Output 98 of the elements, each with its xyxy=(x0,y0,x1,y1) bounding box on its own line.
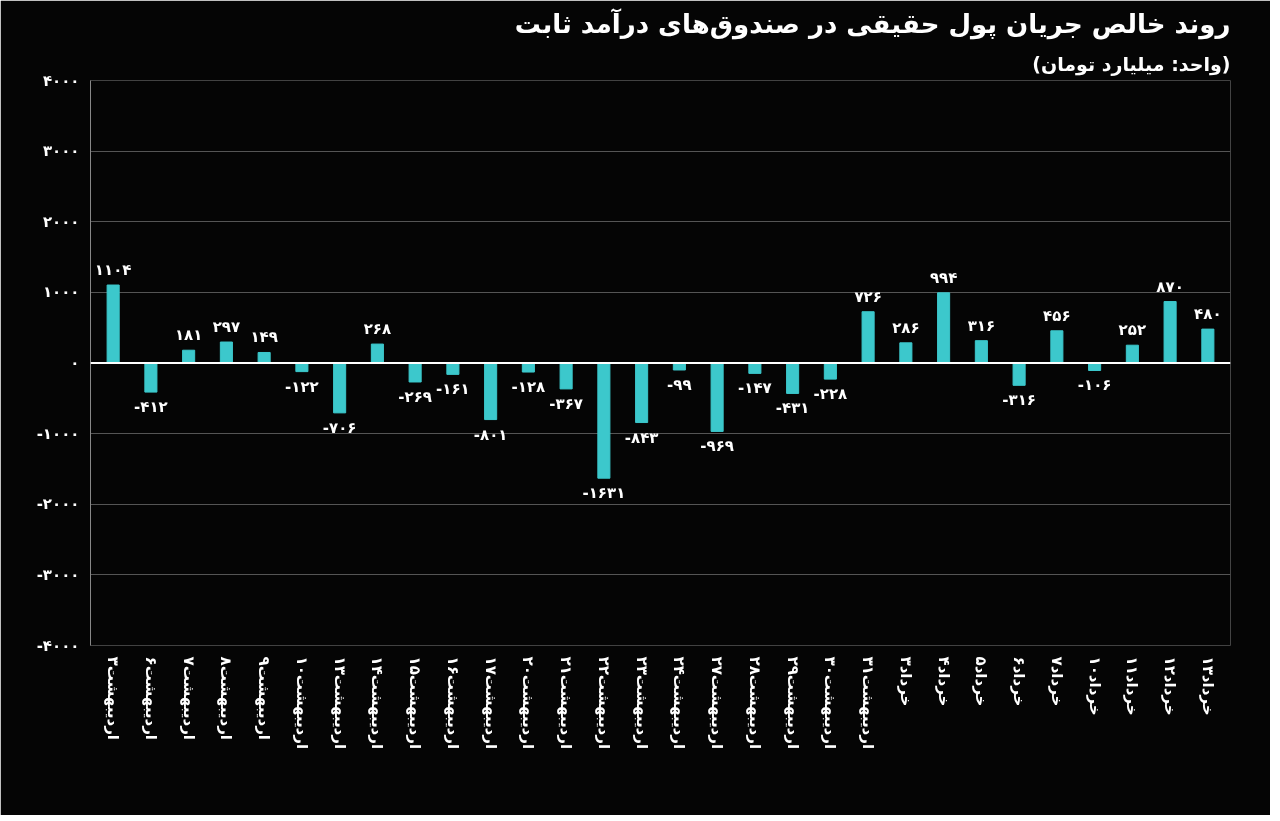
x-tick-label: اردیبهشت۲۳ xyxy=(632,656,651,750)
x-tick-label: اردیبهشت۳ xyxy=(104,656,123,740)
data-label: -۱۶۱ xyxy=(436,380,470,399)
bar xyxy=(823,362,837,380)
bar xyxy=(937,292,951,364)
bar xyxy=(257,351,271,364)
bar xyxy=(974,340,988,364)
y-tick-label: ۱۰۰۰ xyxy=(42,283,80,302)
data-label: ۸۷۰ xyxy=(1156,277,1184,296)
bar xyxy=(370,343,384,364)
data-label: -۱۰۶ xyxy=(1077,376,1112,395)
data-label: -۲۶۹ xyxy=(398,388,432,406)
x-tick-label: خرداد۱۰ xyxy=(1085,656,1104,716)
y-tick-label: ۰ xyxy=(70,354,80,372)
bar xyxy=(748,362,762,374)
bar xyxy=(484,362,498,421)
bar xyxy=(408,362,422,383)
data-label: ۳۱۶ xyxy=(967,316,996,335)
x-tick-label: خرداد۳ xyxy=(896,656,915,707)
bar xyxy=(559,362,573,390)
data-label: -۳۱۶ xyxy=(1002,391,1036,410)
bar xyxy=(333,362,347,414)
x-tick-label: اردیبهشت۱۳ xyxy=(330,656,349,750)
x-tick-label: اردیبهشت۲۲ xyxy=(594,656,613,750)
bar xyxy=(786,362,800,394)
data-label: ۲۹۷ xyxy=(212,318,241,337)
data-label: -۱۴۷ xyxy=(738,379,772,398)
x-tick-label: خرداد۵ xyxy=(972,656,991,707)
x-tick-label: خرداد۶ xyxy=(1010,656,1029,707)
data-label: ۱۴۹ xyxy=(250,328,278,347)
data-label: -۹۶۹ xyxy=(700,437,734,456)
y-tick-label: ۲۰۰۰ xyxy=(42,212,80,231)
x-tick-label: خرداد۷ xyxy=(1047,656,1066,707)
bar xyxy=(1201,328,1215,364)
data-label: ۹۹۴ xyxy=(929,268,958,287)
bar xyxy=(597,362,611,479)
data-label: ۷۲۶ xyxy=(854,287,882,306)
x-tick-label: خرداد۴ xyxy=(934,656,953,707)
x-tick-label: اردیبهشت۳۱ xyxy=(859,656,878,750)
y-tick-label: -۳۰۰۰ xyxy=(36,565,80,584)
data-label: ۱۱۰۴ xyxy=(94,261,132,280)
x-tick-label: اردیبهشت۲۱ xyxy=(557,656,576,750)
data-label: -۷۰۶ xyxy=(322,418,357,437)
chart-title: روند خالص جریان پول حقیقی در صندوق‌های درآمد ثابت xyxy=(514,7,1231,40)
bar xyxy=(144,362,158,393)
data-label: -۴۱۲ xyxy=(134,398,168,417)
data-label: ۲۸۶ xyxy=(892,318,920,337)
bar xyxy=(1050,330,1064,364)
data-label: -۱۲۸ xyxy=(511,378,546,397)
data-label: -۸۴۳ xyxy=(624,428,659,447)
data-label: ۲۵۲ xyxy=(1118,321,1147,340)
data-label: -۱۶۳۱ xyxy=(582,484,626,503)
x-tick-label: خرداد۱۱ xyxy=(1123,656,1142,716)
x-tick-label: خرداد۱۲ xyxy=(1161,656,1180,716)
data-label: -۲۲۸ xyxy=(813,385,848,404)
x-tick-label: اردیبهشت۱۰ xyxy=(292,656,311,750)
bar xyxy=(861,311,875,364)
data-label: ۲۶۸ xyxy=(363,320,392,339)
x-tick-label: اردیبهشت۱۶ xyxy=(443,656,462,750)
y-tick-label: -۲۰۰۰ xyxy=(36,495,80,514)
y-tick-label: ۳۰۰۰ xyxy=(42,142,80,161)
x-tick-label: اردیبهشت۱۷ xyxy=(481,656,500,750)
y-tick-label: -۱۰۰۰ xyxy=(36,424,80,443)
bar xyxy=(521,362,535,373)
x-tick-label: اردیبهشت۷ xyxy=(179,656,198,740)
x-tick-label: خرداد۱۳ xyxy=(1198,656,1217,716)
x-tick-label: اردیبهشت۹ xyxy=(255,656,274,740)
data-label: -۹۹ xyxy=(667,375,692,394)
bar xyxy=(1012,362,1026,386)
x-tick-label: اردیبهشت۸ xyxy=(217,656,236,740)
bar xyxy=(295,362,309,373)
x-tick-label: اردیبهشت۲۰ xyxy=(519,656,538,750)
x-tick-label: اردیبهشت۲۴ xyxy=(670,656,689,750)
bar xyxy=(710,362,724,432)
chart-subtitle: (واحد: میلیارد تومان) xyxy=(1032,52,1231,76)
y-tick-label: -۴۰۰۰ xyxy=(36,636,80,655)
bar xyxy=(446,362,460,375)
x-tick-label: اردیبهشت۲۹ xyxy=(783,656,802,750)
y-tick-label: ۴۰۰۰ xyxy=(42,71,80,90)
bar xyxy=(635,362,649,424)
x-tick-label: اردیبهشت۲۷ xyxy=(708,656,727,750)
data-label: -۸۰۱ xyxy=(473,425,508,444)
data-label: -۱۲۲ xyxy=(285,377,319,396)
bar xyxy=(899,342,913,364)
x-tick-label: اردیبهشت۱۴ xyxy=(368,656,387,750)
x-tick-label: اردیبهشت۱۵ xyxy=(406,656,425,750)
data-label: ۴۸۰ xyxy=(1194,305,1222,324)
data-label: ۱۸۱ xyxy=(174,326,203,345)
bar xyxy=(1125,344,1139,364)
x-tick-label: اردیبهشت۶ xyxy=(141,656,160,740)
bar xyxy=(219,341,233,364)
data-label: ۴۵۶ xyxy=(1043,306,1071,325)
data-label: -۴۳۱ xyxy=(775,399,810,418)
data-label: -۳۶۷ xyxy=(549,394,583,413)
x-tick-label: اردیبهشت۳۰ xyxy=(821,656,840,750)
x-tick-label: اردیبهشت۲۸ xyxy=(745,656,764,750)
bar xyxy=(106,284,120,364)
bar xyxy=(1163,301,1177,364)
